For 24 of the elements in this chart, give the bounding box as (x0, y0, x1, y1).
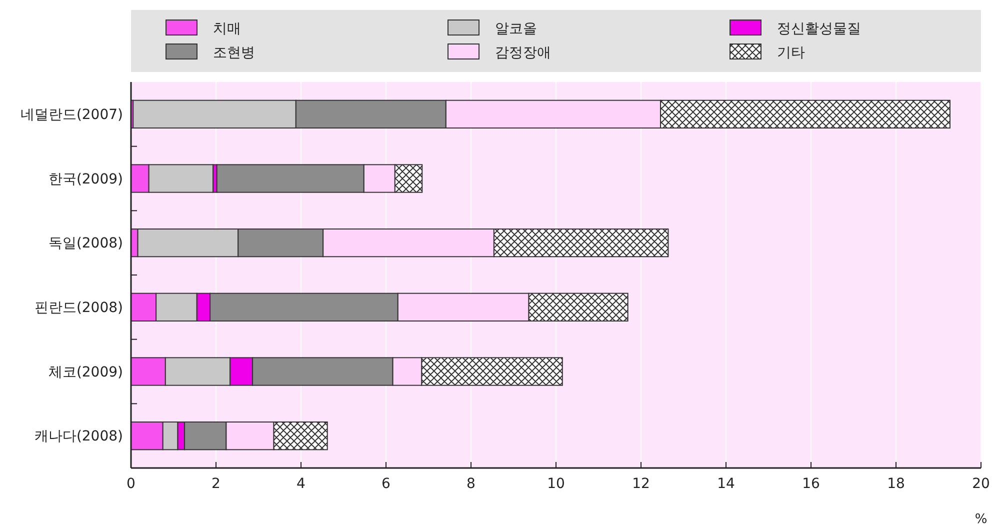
x-tick-label: 18 (887, 476, 905, 492)
legend-label: 정신활성물질 (777, 20, 861, 37)
x-tick-label: 16 (802, 476, 820, 492)
x-tick-label: 2 (212, 476, 220, 492)
x-tick-label: 12 (632, 476, 650, 492)
x-tick-label: 10 (547, 476, 565, 492)
x-axis-title: % (974, 512, 988, 527)
x-tick-label: 20 (972, 476, 990, 492)
y-tick-label: 캐나다(2008) (34, 428, 123, 445)
y-tick-label: 체코(2009) (48, 364, 123, 380)
y-tick-label: 핀란드(2008) (34, 300, 123, 316)
x-tick-label: 14 (717, 476, 735, 492)
legend-label: 감정장애 (495, 44, 551, 61)
x-tick-label: 4 (296, 476, 306, 492)
x-tick-label: 8 (466, 476, 476, 492)
y-tick-label: 네덜란드(2007) (20, 107, 123, 124)
legend-label: 알코올 (495, 20, 537, 37)
y-tick-label: 독일(2008) (48, 236, 123, 252)
y-tick-label: 한국(2009) (48, 171, 123, 188)
legend-label: 치매 (213, 20, 241, 37)
x-tick-label: 0 (126, 476, 136, 492)
legend-label: 조현병 (213, 44, 255, 61)
x-tick-label: 6 (382, 476, 391, 492)
legend-label: 기타 (777, 44, 805, 61)
